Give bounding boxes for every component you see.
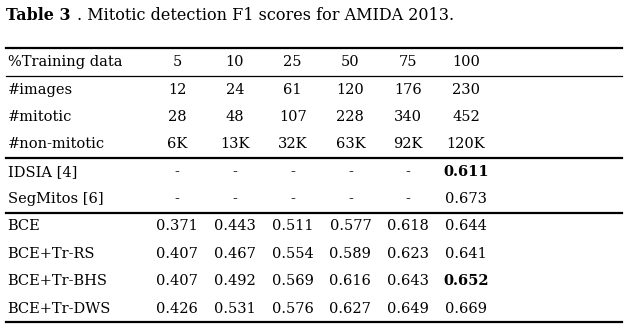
Text: 0.577: 0.577 — [330, 219, 371, 233]
Text: -: - — [348, 192, 353, 206]
Text: 0.511: 0.511 — [272, 219, 313, 233]
Text: %Training data: %Training data — [8, 55, 122, 69]
Text: 0.407: 0.407 — [156, 247, 198, 261]
Text: BCE+Tr-BHS: BCE+Tr-BHS — [8, 274, 107, 288]
Text: 75: 75 — [399, 55, 418, 69]
Text: 0.616: 0.616 — [330, 274, 371, 288]
Text: -: - — [348, 165, 353, 179]
Text: 0.467: 0.467 — [214, 247, 256, 261]
Text: BCE+Tr-RS: BCE+Tr-RS — [8, 247, 95, 261]
Text: 0.641: 0.641 — [445, 247, 487, 261]
Text: 28: 28 — [168, 110, 187, 124]
Text: 120: 120 — [337, 82, 364, 97]
Text: -: - — [175, 192, 180, 206]
Text: 92K: 92K — [394, 137, 423, 151]
Text: 0.531: 0.531 — [214, 302, 256, 316]
Text: 0.643: 0.643 — [387, 274, 429, 288]
Text: 13K: 13K — [220, 137, 249, 151]
Text: 48: 48 — [225, 110, 244, 124]
Text: 32K: 32K — [278, 137, 308, 151]
Text: 452: 452 — [452, 110, 480, 124]
Text: #mitotic: #mitotic — [8, 110, 72, 124]
Text: 25: 25 — [283, 55, 302, 69]
Text: 50: 50 — [341, 55, 360, 69]
Text: 107: 107 — [279, 110, 306, 124]
Text: Table 3: Table 3 — [6, 7, 71, 23]
Text: 0.443: 0.443 — [214, 219, 256, 233]
Text: 0.407: 0.407 — [156, 274, 198, 288]
Text: 0.611: 0.611 — [443, 165, 489, 179]
Text: 0.589: 0.589 — [330, 247, 371, 261]
Text: -: - — [232, 165, 237, 179]
Text: 0.569: 0.569 — [272, 274, 313, 288]
Text: BCE: BCE — [8, 219, 40, 233]
Text: BCE+Tr-DWS: BCE+Tr-DWS — [8, 302, 111, 316]
Text: 61: 61 — [283, 82, 302, 97]
Text: -: - — [290, 192, 295, 206]
Text: -: - — [406, 192, 411, 206]
Text: #non-mitotic: #non-mitotic — [8, 137, 105, 151]
Text: 0.652: 0.652 — [443, 274, 489, 288]
Text: #images: #images — [8, 82, 73, 97]
Text: 0.669: 0.669 — [445, 302, 487, 316]
Text: 100: 100 — [452, 55, 480, 69]
Text: 12: 12 — [168, 82, 187, 97]
Text: 63K: 63K — [335, 137, 365, 151]
Text: 0.554: 0.554 — [272, 247, 313, 261]
Text: 6K: 6K — [167, 137, 187, 151]
Text: 0.627: 0.627 — [330, 302, 371, 316]
Text: 5: 5 — [173, 55, 181, 69]
Text: -: - — [232, 192, 237, 206]
Text: . Mitotic detection F1 scores for AMIDA 2013.: . Mitotic detection F1 scores for AMIDA … — [77, 7, 455, 23]
Text: 24: 24 — [225, 82, 244, 97]
Text: 0.492: 0.492 — [214, 274, 256, 288]
Text: 0.371: 0.371 — [156, 219, 198, 233]
Text: 0.623: 0.623 — [387, 247, 429, 261]
Text: -: - — [290, 165, 295, 179]
Text: 0.576: 0.576 — [272, 302, 313, 316]
Text: 0.649: 0.649 — [387, 302, 429, 316]
Text: IDSIA [4]: IDSIA [4] — [8, 165, 77, 179]
Text: SegMitos [6]: SegMitos [6] — [8, 192, 103, 206]
Text: 176: 176 — [394, 82, 422, 97]
Text: 0.618: 0.618 — [387, 219, 429, 233]
Text: 120K: 120K — [447, 137, 485, 151]
Text: 0.673: 0.673 — [445, 192, 487, 206]
Text: -: - — [175, 165, 180, 179]
Text: 10: 10 — [225, 55, 244, 69]
Text: 340: 340 — [394, 110, 422, 124]
Text: 230: 230 — [452, 82, 480, 97]
Text: 0.644: 0.644 — [445, 219, 487, 233]
Text: -: - — [406, 165, 411, 179]
Text: 228: 228 — [337, 110, 364, 124]
Text: 0.426: 0.426 — [156, 302, 198, 316]
